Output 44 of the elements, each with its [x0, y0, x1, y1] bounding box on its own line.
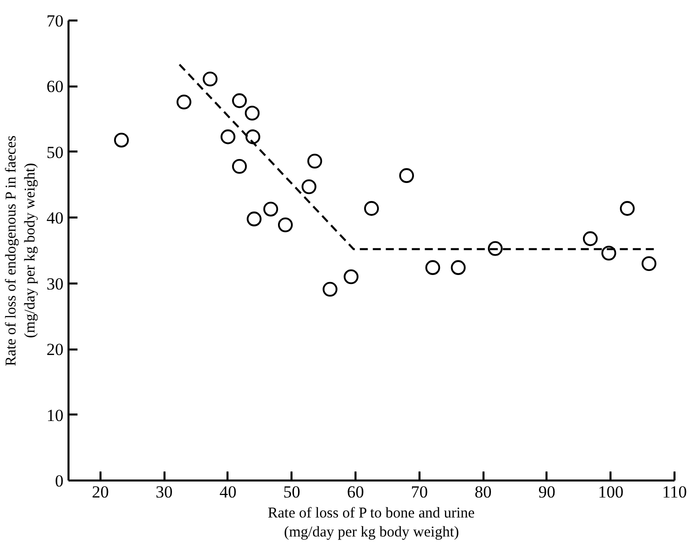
x-tick-label: 100: [598, 482, 624, 502]
x-tick-label: 110: [662, 482, 687, 502]
point: [232, 159, 247, 174]
x-axis-title: Rate of loss of P to bone and urine (mg/day per kg body weight): [268, 506, 476, 541]
point: [582, 231, 598, 246]
point: [302, 179, 316, 194]
point: [176, 94, 192, 110]
y-tick-label: 30: [46, 274, 64, 294]
x-tick-label: 30: [156, 482, 173, 502]
y-tick-label: 60: [46, 77, 64, 96]
x-tick-label: 90: [538, 482, 556, 502]
y-tick-label: 40: [46, 208, 64, 228]
point: [425, 260, 440, 275]
x-tick-label: 80: [474, 482, 492, 502]
y-axis-title: Rate of loss of endogenous P in faeces (mg/day per kg body weight): [3, 135, 38, 366]
y-tick-label: 70: [46, 12, 64, 30]
point: [642, 256, 656, 272]
x-tick-label: 60: [347, 482, 364, 502]
point: [246, 212, 262, 226]
point: [263, 202, 278, 216]
x-tick-label: 50: [283, 482, 300, 502]
point: [245, 129, 260, 144]
x-tick-label: 70: [410, 482, 428, 502]
point: [278, 217, 293, 232]
point: [399, 168, 414, 183]
point: [232, 93, 247, 108]
point: [220, 129, 236, 144]
y-tick-label: 0: [55, 472, 64, 490]
y-tick-label: 10: [46, 406, 64, 425]
x-tick-label: 20: [92, 482, 109, 502]
point: [488, 241, 503, 256]
point: [364, 201, 379, 216]
point: [244, 106, 260, 121]
x-tick-label: 40: [219, 482, 236, 502]
y-tick-label: 50: [46, 142, 64, 162]
point: [307, 154, 322, 169]
point: [322, 282, 338, 297]
point: [344, 269, 358, 284]
y-tick-label: 20: [46, 340, 64, 360]
point: [202, 72, 218, 86]
point: [601, 246, 616, 261]
point: [620, 201, 635, 216]
point: [114, 132, 129, 148]
point: [450, 260, 466, 275]
